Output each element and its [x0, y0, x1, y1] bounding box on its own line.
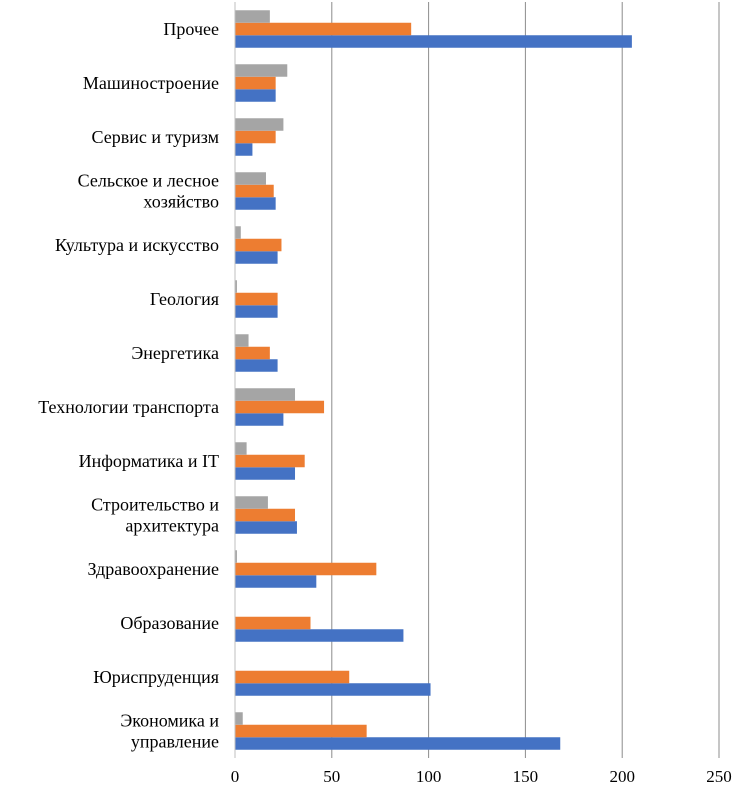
bar-series1-cat1 — [235, 683, 431, 696]
category-label: Юриспруденция — [93, 667, 219, 687]
bar-series3-cat5 — [235, 442, 247, 455]
category-label: архитектура — [125, 516, 219, 536]
bar-series3-cat7 — [235, 334, 249, 347]
bar-series1-cat9 — [235, 251, 278, 264]
bar-series2-cat5 — [235, 454, 305, 468]
bar-series1-cat5 — [235, 467, 296, 480]
bar-series2-cat2 — [235, 616, 311, 630]
category-label: Сельское и лесное — [78, 171, 219, 191]
x-tick-label: 150 — [513, 767, 539, 786]
bar-series2-cat6 — [235, 400, 325, 414]
x-tick-label: 50 — [323, 767, 340, 786]
category-label: Экономика и — [120, 711, 219, 731]
bar-series2-cat12 — [235, 76, 276, 90]
bar-series3-cat12 — [235, 64, 288, 77]
x-tick-label: 200 — [609, 767, 635, 786]
bar-series2-cat1 — [235, 670, 350, 684]
bar-series1-cat11 — [235, 143, 253, 156]
category-label: Технологии транспорта — [38, 397, 219, 417]
category-label: Информатика и IT — [79, 451, 219, 471]
bar-series1-cat6 — [235, 413, 284, 426]
bar-series2-cat4 — [235, 508, 296, 522]
x-tick-labels: 0 50 100 150 200 250 — [231, 767, 732, 786]
category-label: Энергетика — [131, 343, 219, 363]
bar-series3-cat0 — [235, 712, 243, 725]
bar-series3-cat10 — [235, 172, 266, 185]
bar-series1-cat12 — [235, 89, 276, 102]
x-tick-label: 0 — [231, 767, 240, 786]
bar-series2-cat0 — [235, 724, 367, 738]
bar-series1-cat7 — [235, 359, 278, 372]
bar-series2-cat9 — [235, 238, 282, 252]
bar-series1-cat2 — [235, 629, 404, 642]
bar-series1-cat3 — [235, 575, 317, 588]
bar-series3-cat13 — [235, 10, 270, 23]
bar-series3-cat4 — [235, 496, 268, 509]
bar-series2-cat13 — [235, 22, 412, 36]
bar-series2-cat8 — [235, 292, 278, 306]
category-label: Здравоохранение — [87, 559, 219, 579]
category-label: хозяйство — [143, 192, 219, 212]
bar-series3-cat8 — [235, 280, 237, 293]
bar-series2-cat10 — [235, 184, 274, 198]
bar-series1-cat13 — [235, 35, 632, 48]
category-label: Прочее — [163, 19, 219, 39]
bar-series1-cat0 — [235, 737, 561, 750]
bar-series2-cat11 — [235, 130, 276, 144]
x-tick-label: 250 — [706, 767, 732, 786]
bar-series1-cat10 — [235, 197, 276, 210]
bar-series1-cat4 — [235, 521, 297, 534]
bar-series2-cat3 — [235, 562, 377, 576]
category-label: Культура и искусство — [55, 235, 219, 255]
bar-series1-cat8 — [235, 305, 278, 318]
category-label: Сервис и туризм — [92, 127, 219, 147]
category-label: Геология — [150, 289, 219, 309]
bar-series3-cat6 — [235, 388, 296, 401]
bar-series3-cat11 — [235, 118, 284, 131]
x-tick-label: 100 — [416, 767, 442, 786]
category-label: Машиностроение — [83, 73, 219, 93]
category-label: Образование — [120, 613, 219, 633]
category-label: управление — [131, 732, 219, 752]
bar-series2-cat7 — [235, 346, 270, 360]
bars — [235, 10, 632, 750]
gridlines — [234, 2, 720, 758]
bar-series3-cat3 — [235, 550, 237, 563]
bar-series3-cat9 — [235, 226, 241, 239]
category-label: Строительство и — [91, 495, 219, 515]
